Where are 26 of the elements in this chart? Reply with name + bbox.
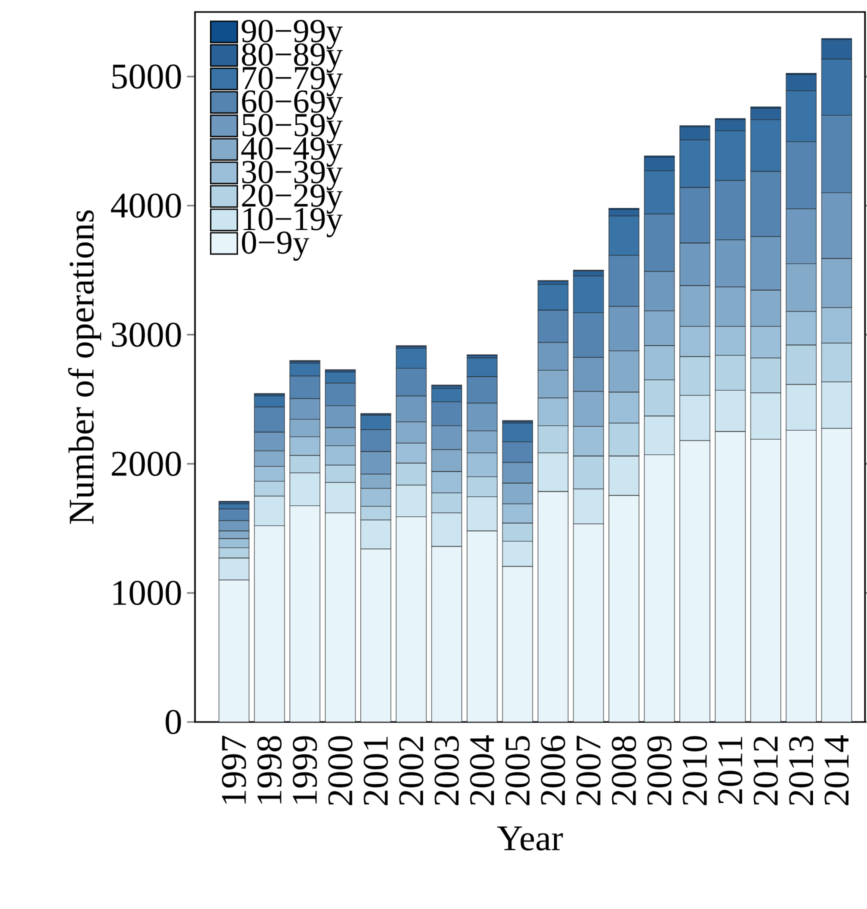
x-tick-label: 2002: [399, 736, 424, 806]
x-tick-label: 2007: [576, 736, 601, 806]
x-tick-label: 2006: [540, 736, 566, 806]
x-tick-label: 2013: [789, 736, 814, 806]
x-tick-label: 1999: [292, 736, 317, 804]
x-tick-label: 2000: [328, 736, 352, 806]
y-tick-label: 2000: [112, 452, 181, 476]
y-tick-label: 5000: [112, 64, 181, 89]
y-tick-label: 4000: [110, 193, 181, 218]
x-tick-label: 2012: [754, 736, 778, 806]
x-tick-label: 1997: [222, 736, 246, 804]
x-axis-title: Year: [497, 826, 563, 850]
y-tick-label: 0: [166, 710, 181, 734]
x-tick-label: 2004: [470, 735, 494, 806]
x-tick-label: 2010: [682, 736, 707, 806]
x-tick-label: 1998: [257, 736, 282, 804]
x-tick-label: 2009: [647, 736, 672, 806]
x-tick-label: 2014: [824, 735, 849, 806]
y-axis-title: Number of operations: [68, 210, 102, 524]
x-tick-label: 2008: [612, 736, 636, 806]
x-tick-label: 2011: [718, 736, 742, 804]
y-tick-label: 1000: [113, 580, 181, 606]
x-tick-label: 2001: [364, 736, 388, 806]
x-tick-label: 2005: [505, 736, 530, 806]
y-tick-label: 3000: [112, 322, 181, 347]
x-tick-label: 2003: [434, 736, 459, 806]
